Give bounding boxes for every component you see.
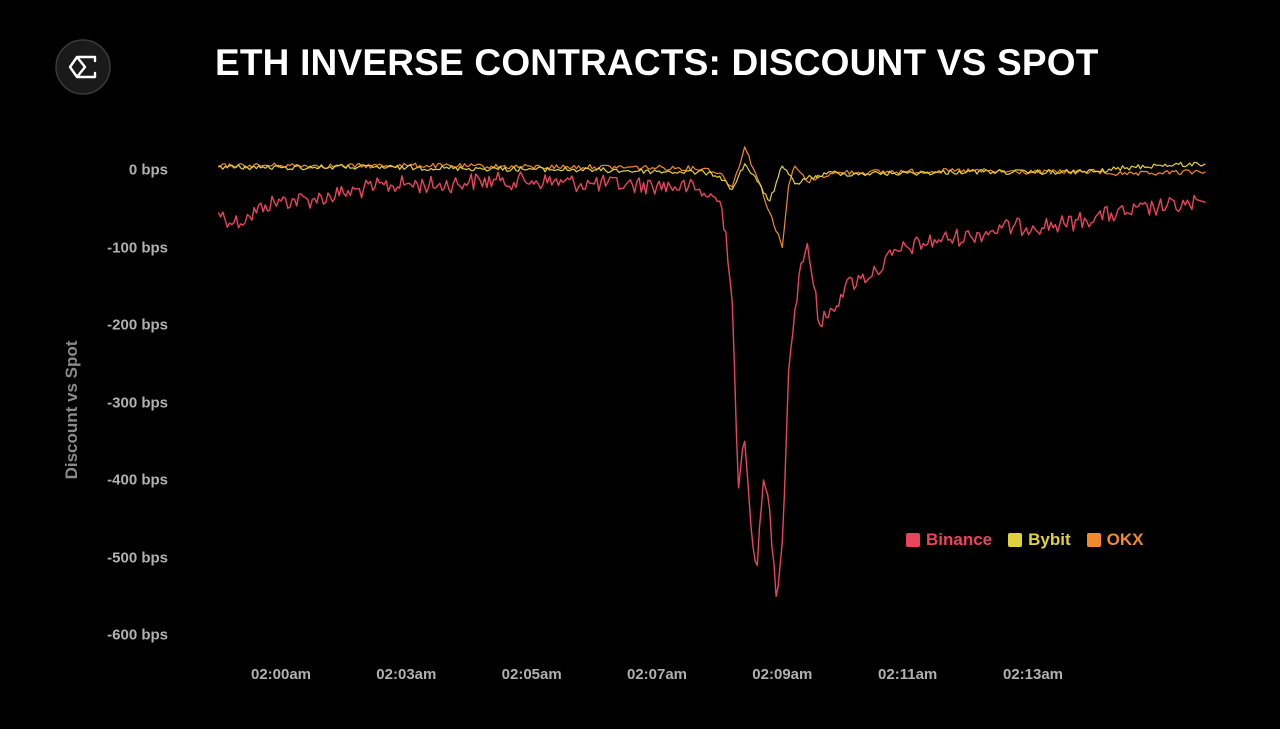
series-line-binance xyxy=(217,171,1206,597)
series-line-okx xyxy=(218,146,1206,249)
legend-label-bybit: Bybit xyxy=(1028,530,1071,549)
y-tick-label: 0 bps xyxy=(128,161,168,179)
y-tick-label: -500 bps xyxy=(107,549,168,566)
legend-item-binance[interactable]: Binance xyxy=(906,530,992,550)
legend-swatch-bybit xyxy=(1008,533,1023,547)
chart-title: ETH INVERSE CONTRACTS: DISCOUNT VS SPOT xyxy=(215,42,1099,83)
legend-label-binance: Binance xyxy=(926,530,993,549)
x-tick-label: 02:07am xyxy=(626,666,688,683)
x-tick-label: 02:09am xyxy=(752,666,813,683)
x-tick-label: 02:03am xyxy=(376,666,437,683)
y-tick-label: -100 bps xyxy=(107,239,168,256)
y-tick-label: -200 bps xyxy=(107,316,168,334)
legend-label-okx: OKX xyxy=(1106,530,1144,549)
y-tick-label: -400 bps xyxy=(107,471,168,489)
legend-item-bybit[interactable]: Bybit xyxy=(1008,530,1071,550)
x-tick-label: 02:00am xyxy=(250,666,312,683)
series-line-bybit xyxy=(218,161,1206,202)
y-tick-label: -600 bps xyxy=(107,626,168,644)
legend-swatch-okx xyxy=(1086,533,1101,547)
chart-legend: Binance Bybit OKX xyxy=(906,530,1143,550)
sigma-logo-icon xyxy=(55,39,111,95)
legend-swatch-binance xyxy=(906,533,920,547)
y-tick-label: -300 bps xyxy=(107,394,168,411)
x-tick-label: 02:05am xyxy=(501,666,562,683)
x-tick-label: 02:11am xyxy=(878,666,938,683)
x-tick-label: 02:13am xyxy=(1002,666,1064,683)
legend-item-okx[interactable]: OKX xyxy=(1086,530,1144,550)
